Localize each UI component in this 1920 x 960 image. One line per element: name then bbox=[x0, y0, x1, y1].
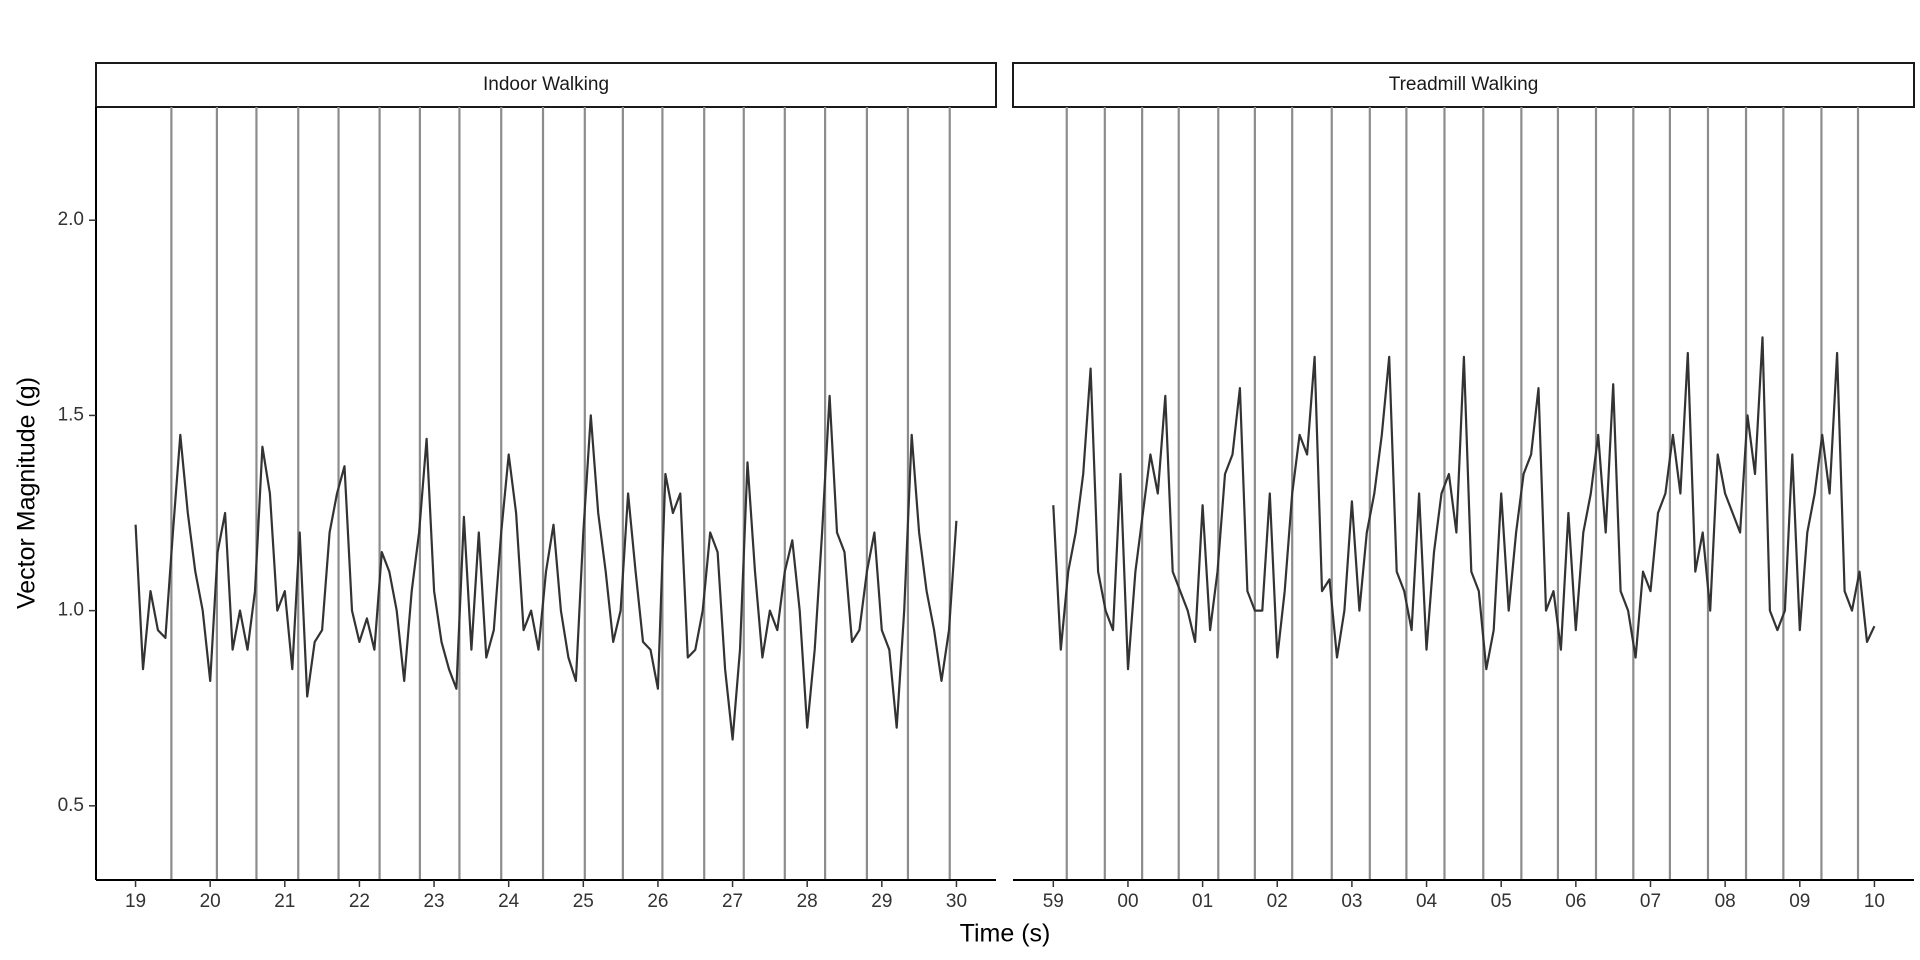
signal-line bbox=[1052, 336, 1876, 671]
x-tick-label: 25 bbox=[573, 891, 594, 912]
x-tick-label: 22 bbox=[349, 891, 370, 912]
x-tick-label: 30 bbox=[946, 891, 967, 912]
x-tick-label: 08 bbox=[1715, 891, 1736, 912]
y-tick-label: 0.5 bbox=[58, 795, 84, 816]
x-tick-label: 29 bbox=[871, 891, 892, 912]
x-tick-label: 07 bbox=[1640, 891, 1661, 912]
facet-strip bbox=[95, 62, 997, 108]
x-tick-label: 20 bbox=[200, 891, 221, 912]
signal-line bbox=[134, 394, 958, 741]
x-tick-label: 06 bbox=[1565, 891, 1586, 912]
x-tick-label: 10 bbox=[1864, 891, 1885, 912]
x-tick-label: 00 bbox=[1117, 891, 1138, 912]
x-tick-label: 26 bbox=[647, 891, 668, 912]
x-tick-label: 27 bbox=[722, 891, 743, 912]
x-tick-label: 28 bbox=[797, 891, 818, 912]
y-tick-label: 1.5 bbox=[58, 404, 84, 425]
x-tick-label: 01 bbox=[1192, 891, 1213, 912]
facet-title: Indoor Walking bbox=[483, 74, 609, 95]
x-tick-label: 09 bbox=[1789, 891, 1810, 912]
facet-title: Treadmill Walking bbox=[1389, 74, 1539, 95]
x-tick-label: 02 bbox=[1267, 891, 1288, 912]
y-tick-label: 2.0 bbox=[58, 209, 84, 230]
x-tick-label: 19 bbox=[125, 891, 146, 912]
x-tick-label: 05 bbox=[1491, 891, 1512, 912]
x-tick-label: 04 bbox=[1416, 891, 1438, 912]
x-tick-label: 23 bbox=[423, 891, 444, 912]
x-tick-label: 03 bbox=[1341, 891, 1362, 912]
x-tick-label: 24 bbox=[498, 891, 520, 912]
x-axis-label: Time (s) bbox=[960, 920, 1051, 948]
facet-strip bbox=[1012, 62, 1915, 108]
y-axis-label: Vector Magnitude (g) bbox=[13, 377, 41, 609]
x-tick-label: 21 bbox=[274, 891, 295, 912]
y-tick-label: 1.0 bbox=[58, 600, 84, 621]
x-tick-label: 59 bbox=[1043, 891, 1064, 912]
